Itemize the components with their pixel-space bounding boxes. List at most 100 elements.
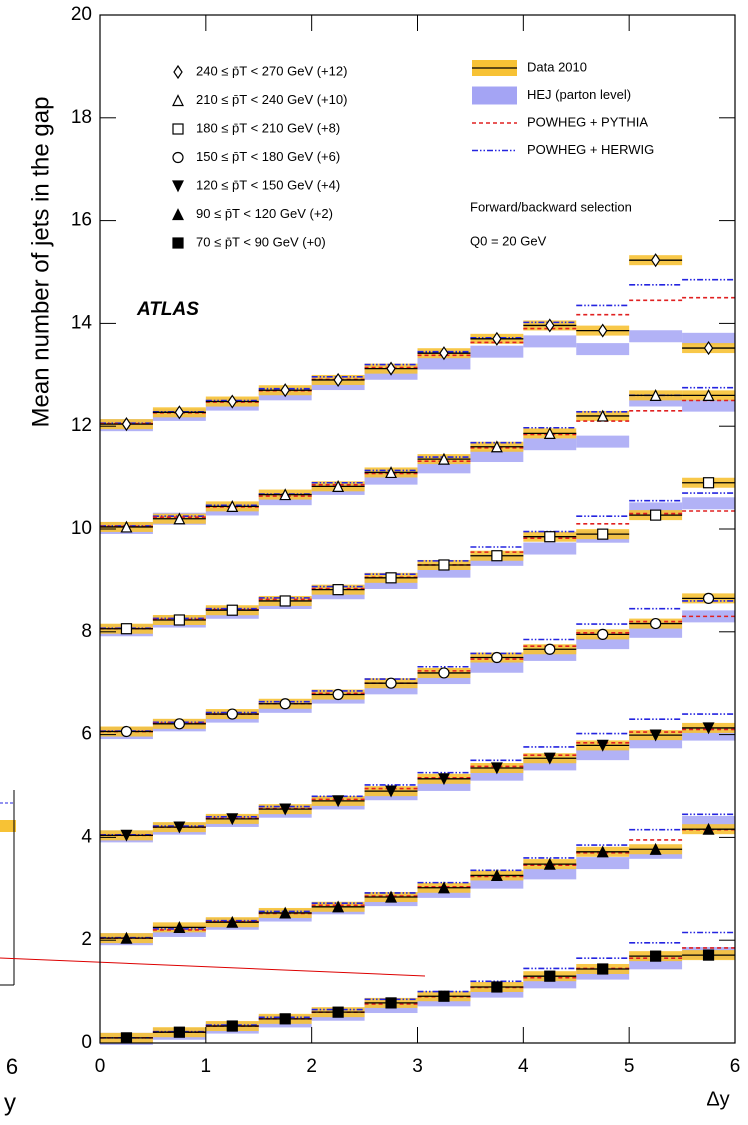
- data-marker: [227, 394, 238, 409]
- data-marker: [597, 628, 609, 640]
- x-tick-label: 3: [412, 1056, 423, 1077]
- legend-label: 90 ≤ p̄T < 120 GeV (+2): [196, 206, 333, 221]
- legend-label: HEJ (parton level): [527, 87, 631, 102]
- data-marker: [492, 331, 502, 346]
- legend-label: 150 ≤ p̄T < 180 GeV (+6): [196, 149, 340, 164]
- y-tick-label: 14: [71, 312, 93, 333]
- data-marker: [596, 739, 609, 752]
- hej-band: [417, 357, 471, 370]
- hej-band: [523, 438, 577, 451]
- y-tick-label: 2: [81, 929, 92, 950]
- data-marker: [332, 1006, 344, 1018]
- legend-marker: [172, 94, 184, 107]
- y-tick-label: 8: [81, 621, 92, 642]
- data-marker: [385, 997, 397, 1009]
- data-marker: [385, 890, 398, 903]
- data-marker: [543, 427, 556, 439]
- data-marker: [226, 1020, 238, 1032]
- hej-band: [576, 435, 630, 448]
- data-marker: [120, 829, 133, 842]
- data-marker: [120, 520, 133, 533]
- data-marker: [702, 722, 715, 735]
- hej-band: [523, 867, 577, 880]
- hej-band: [576, 748, 630, 761]
- data-marker: [649, 842, 662, 855]
- fragment-tick: 6: [6, 1054, 18, 1079]
- fragment-band: [0, 820, 16, 832]
- legend-label: POWHEG + HERWIG: [527, 142, 654, 157]
- x-axis-label: Δy: [706, 1088, 729, 1110]
- data-marker: [543, 857, 556, 870]
- y-tick-label: 4: [81, 826, 92, 847]
- data-marker: [121, 417, 132, 432]
- legend-marker: [172, 237, 184, 249]
- data-marker: [385, 466, 398, 479]
- hej-band: [470, 660, 524, 673]
- data-marker: [173, 1026, 185, 1038]
- y-tick-label: 16: [71, 210, 92, 231]
- data-marker: [702, 389, 715, 401]
- cut-label: Q0 = 20 GeV: [470, 233, 547, 248]
- data-marker: [332, 688, 344, 701]
- data-marker: [490, 762, 503, 775]
- hej-band: [682, 610, 735, 623]
- data-marker: [279, 595, 291, 607]
- hej-band: [470, 450, 524, 463]
- hej-band: [629, 330, 683, 343]
- data-marker: [279, 906, 292, 919]
- data-marker: [226, 500, 239, 512]
- data-marker: [332, 900, 345, 913]
- hej-band: [682, 399, 735, 412]
- data-marker: [491, 981, 503, 993]
- data-marker: [120, 1032, 133, 1044]
- data-marker: [173, 614, 185, 626]
- data-marker: [173, 512, 186, 525]
- data-marker: [279, 488, 292, 501]
- legend-label: 180 ≤ p̄T < 210 GeV (+8): [196, 120, 340, 135]
- data-marker: [333, 372, 343, 388]
- data-marker: [437, 452, 450, 465]
- x-tick-label: 2: [306, 1056, 317, 1077]
- data-marker: [120, 931, 133, 944]
- data-marker: [279, 698, 291, 710]
- data-marker: [437, 881, 450, 894]
- legend-label: 70 ≤ p̄T < 90 GeV (+0): [196, 234, 326, 249]
- hej-band: [682, 332, 735, 345]
- y-tick-label: 20: [71, 4, 92, 25]
- data-marker: [702, 949, 715, 961]
- data-marker: [226, 708, 238, 720]
- data-marker: [702, 477, 715, 489]
- hej-band: [417, 461, 471, 474]
- data-marker: [545, 318, 555, 333]
- data-marker: [543, 752, 556, 765]
- legend-marker: [172, 123, 184, 135]
- data-marker: [490, 440, 503, 453]
- data-marker: [544, 643, 556, 655]
- data-marker: [120, 725, 133, 738]
- legend-marker: [172, 208, 184, 221]
- data-marker: [280, 383, 290, 398]
- x-tick-label: 1: [201, 1056, 212, 1077]
- data-marker: [703, 340, 714, 356]
- legend-marker: [172, 151, 184, 164]
- hej-band: [682, 497, 735, 510]
- data-marker: [597, 963, 609, 975]
- y-axis-label: Mean number of jets in the gap: [27, 97, 54, 428]
- legend-label: 240 ≤ p̄T < 270 GeV (+12): [196, 63, 347, 78]
- legend-marker: [172, 180, 184, 193]
- data-marker: [438, 990, 450, 1002]
- data-marker: [649, 729, 662, 742]
- hej-band: [576, 343, 630, 356]
- data-marker: [332, 479, 345, 492]
- data-marker: [279, 803, 292, 816]
- y-tick-label: 6: [81, 724, 92, 745]
- data-marker: [491, 550, 503, 562]
- y-tick-label: 10: [71, 518, 92, 539]
- data-marker: [438, 667, 450, 679]
- left-fragment: 6 y: [0, 790, 426, 1116]
- hej-band: [470, 345, 524, 358]
- data-marker: [702, 822, 715, 835]
- fragment-red-line: [0, 957, 426, 977]
